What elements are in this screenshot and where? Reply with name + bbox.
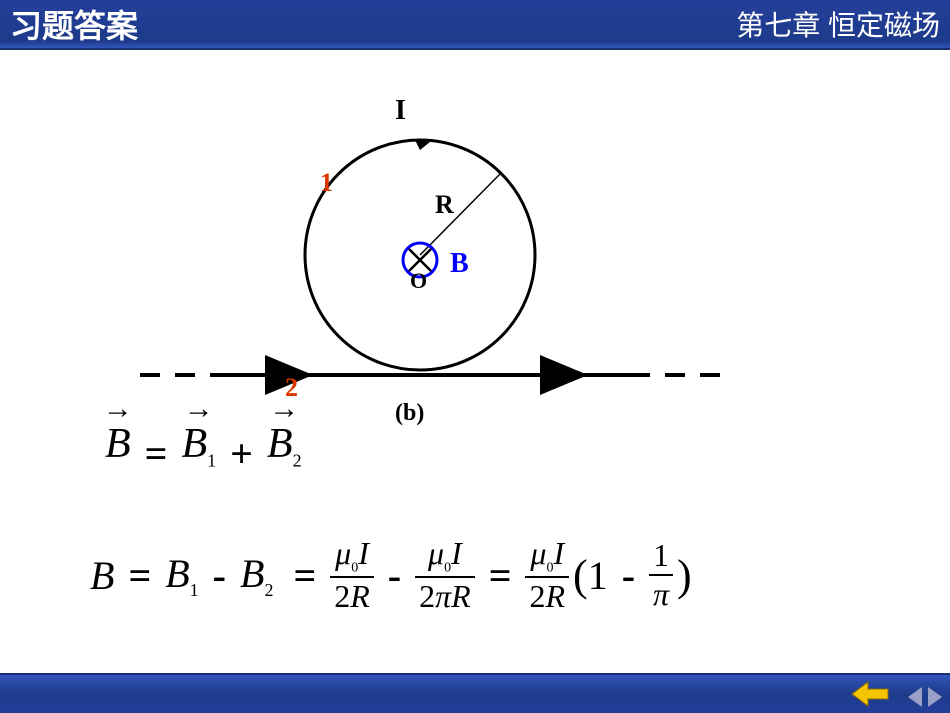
next-icon[interactable] [928, 687, 942, 707]
sym-B1: B1 [165, 550, 198, 601]
physics-diagram: I 1 2 R O B (b) [120, 90, 820, 400]
diagram-svg [120, 90, 820, 410]
minus-sign-b: - [388, 552, 401, 599]
frac-4: 1 π [649, 537, 673, 613]
label-B: B [450, 248, 469, 280]
vec-B: B [105, 420, 131, 468]
prev-icon[interactable] [908, 687, 922, 707]
equations-block: B = B1 + B2 B = B1 - B2 = μ0I 2R - μ0I 2… [90, 420, 890, 625]
label-I: I [395, 95, 406, 127]
header-title-left: 习题答案 [10, 1, 138, 47]
frac-2: μ0I 2πR [415, 535, 475, 615]
sym-B: B [90, 552, 114, 599]
plus-sign: + [230, 430, 253, 477]
eq-sign-2b: = [293, 552, 316, 599]
label-O: O [410, 268, 427, 294]
header-title-right: 第七章 恒定磁场 [736, 4, 940, 44]
eq-sign-2c: = [489, 552, 512, 599]
label-1: 1 [320, 168, 333, 198]
vec-B2: B2 [267, 420, 302, 471]
minus-sign-a: - [213, 552, 226, 599]
frac-1: μ0I 2R [330, 535, 374, 615]
frac-3: μ0I 2R [525, 535, 569, 615]
eq-sign-2a: = [128, 552, 151, 599]
equation-2: B = B1 - B2 = μ0I 2R - μ0I 2πR = μ0I 2R … [90, 535, 890, 625]
eq-sign: = [145, 430, 168, 477]
lparen: ( [573, 550, 588, 601]
header-bar: 习题答案 第七章 恒定磁场 [0, 0, 950, 50]
one: 1 [588, 552, 608, 599]
nav-icons [908, 687, 942, 707]
rparen: ) [677, 550, 692, 601]
back-arrow-icon[interactable] [850, 679, 890, 709]
footer-bar [0, 673, 950, 713]
sym-B2: B2 [240, 550, 273, 601]
label-R: R [435, 190, 454, 220]
equation-1: B = B1 + B2 [105, 420, 890, 510]
minus-sign-c: - [622, 552, 635, 599]
vec-B1: B1 [181, 420, 216, 471]
